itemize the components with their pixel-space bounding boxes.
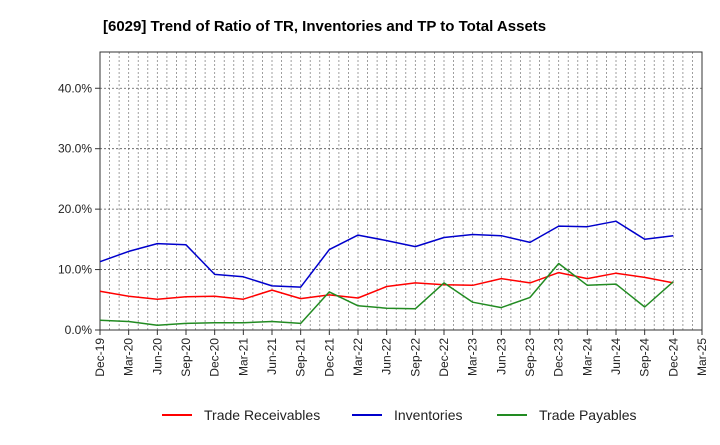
y-tick-label: 20.0% bbox=[58, 202, 92, 216]
legend-label: Trade Payables bbox=[539, 407, 637, 423]
x-tick-label: Mar-22 bbox=[351, 338, 365, 376]
x-tick-label: Sep-20 bbox=[179, 338, 193, 377]
x-tick-label: Mar-21 bbox=[236, 338, 250, 376]
y-tick-label: 10.0% bbox=[58, 263, 92, 277]
legend-item-inventories: Inventories bbox=[352, 407, 462, 423]
x-tick-label: Jun-20 bbox=[150, 338, 164, 375]
legend: Trade Receivables Inventories Trade Payabl… bbox=[162, 407, 637, 423]
x-tick-label: Jun-21 bbox=[265, 338, 279, 375]
series-line-inventories bbox=[99, 220, 674, 288]
x-tick-label: Mar-24 bbox=[580, 338, 594, 376]
plot-frame bbox=[99, 51, 703, 331]
y-tick-label: 30.0% bbox=[58, 142, 92, 156]
x-tick-label: Sep-24 bbox=[638, 338, 652, 377]
legend-item-trade-receivables: Trade Receivables bbox=[162, 407, 320, 423]
legend-label: Trade Receivables bbox=[204, 407, 320, 423]
x-tick-label: Dec-19 bbox=[93, 338, 107, 377]
y-tick-label: 40.0% bbox=[58, 81, 92, 95]
x-tick-label: Sep-23 bbox=[523, 338, 537, 377]
x-tick-label: Dec-22 bbox=[437, 338, 451, 377]
x-tick-label: Mar-20 bbox=[122, 338, 136, 376]
axes: 0.0% 10.0% 20.0% 30.0% 40.0% Dec-19 Mar-20 Jun-… bbox=[58, 51, 709, 377]
y-tick-label: 0.0% bbox=[65, 323, 93, 337]
legend-label: Inventories bbox=[394, 407, 462, 423]
x-tick-label: Jun-23 bbox=[494, 338, 508, 375]
x-tick-label: Sep-21 bbox=[294, 338, 308, 377]
legend-item-trade-payables: Trade Payables bbox=[497, 407, 637, 423]
x-tick-label: Dec-24 bbox=[666, 338, 680, 377]
x-tick-label: Jun-24 bbox=[609, 338, 623, 375]
x-tick-label: Dec-21 bbox=[322, 338, 336, 377]
chart-title: [6029] Trend of Ratio of TR, Inventories… bbox=[103, 18, 546, 35]
x-tick-label: Dec-23 bbox=[552, 338, 566, 377]
series-line-trade-payables bbox=[99, 262, 674, 326]
x-tick-label: Mar-25 bbox=[695, 338, 709, 376]
x-tick-label: Mar-23 bbox=[466, 338, 480, 376]
x-tick-label: Dec-20 bbox=[208, 338, 222, 377]
x-tick-label: Jun-22 bbox=[380, 338, 394, 375]
x-tick-label: Sep-22 bbox=[408, 338, 422, 377]
grid bbox=[100, 52, 702, 330]
series-line-trade-receivables bbox=[99, 271, 674, 300]
series-lines bbox=[99, 220, 674, 326]
